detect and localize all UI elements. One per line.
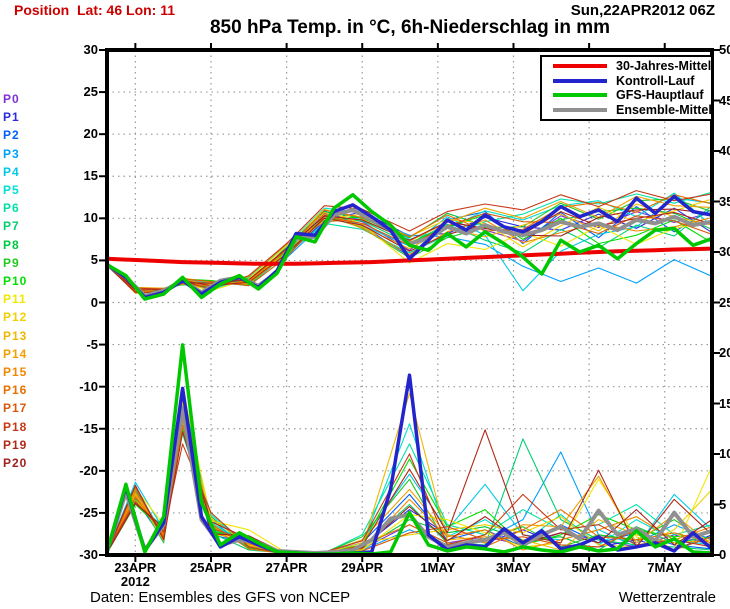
x-tick-label: 25APR <box>190 560 232 575</box>
ensemble-member-label-p20: P20 <box>3 456 28 470</box>
ensemble-member-label-p17: P17 <box>3 401 28 416</box>
y-right-tick-label: 5 <box>719 496 727 512</box>
y-right-tick-label: 45 <box>719 92 730 108</box>
x-tick-label: 27APR <box>265 560 308 575</box>
ensemble-member-label-p8: P8 <box>3 237 20 252</box>
y-left-tick-label: -15 <box>79 420 98 436</box>
legend-label: Kontroll-Lauf <box>616 73 695 88</box>
ensemble-member-label-p16: P16 <box>3 383 28 398</box>
position-label: Position Lat: 46 Lon: 11 <box>14 2 176 18</box>
y-left-tick-label: 30 <box>83 42 98 57</box>
legend-item: 30-Jahres-Mittel <box>542 59 711 73</box>
y-left-tick-label: 20 <box>83 126 98 142</box>
legend-item: Ensemble-Mittel <box>542 102 712 117</box>
chart-title: 850 hPa Temp. in °C, 6h-Niederschlag in … <box>209 17 611 38</box>
curves <box>107 190 712 555</box>
y-right-tick-label: 10 <box>719 446 730 461</box>
y-left-tick-label: 15 <box>83 168 98 184</box>
ensemble-member-label-p7: P7 <box>3 219 20 234</box>
y-left-tick-label: -25 <box>79 504 98 520</box>
series-precip-gfs-hauptlauf <box>107 343 712 555</box>
ensemble-member-label-p2: P2 <box>3 128 20 143</box>
series-temp-kontroll-lauf <box>107 194 712 300</box>
legend-item: GFS-Hauptlauf <box>542 88 711 102</box>
x-tick-label: 29APR <box>341 560 384 575</box>
legend-line-main-run <box>553 93 607 98</box>
ensemble-member-label-p9: P9 <box>3 255 20 270</box>
x-year-label: 2012 <box>120 574 150 589</box>
x-tick-label: 1MAY <box>420 560 456 575</box>
legend-box: 30-Jahres-Mittel Kontroll-Lauf GFS-Haupt… <box>540 55 713 121</box>
y-right-tick-label: 0 <box>719 547 727 562</box>
ensemble-member-label-p1: P1 <box>3 110 20 125</box>
y-left-tick-label: -10 <box>79 378 98 394</box>
y-right-tick-label: 20 <box>719 345 730 360</box>
y-left-tick-label: 5 <box>90 252 98 268</box>
x-tick-label: 5MAY <box>571 560 607 575</box>
y-right-tick-label: 35 <box>719 193 730 209</box>
ensemble-member-label-p12: P12 <box>3 310 28 325</box>
y-left-tick-label: 0 <box>90 294 98 310</box>
legend-line-ensemble-mean <box>553 107 607 112</box>
x-tick-label: 7MAY <box>647 560 683 575</box>
ensemble-member-label-p14: P14 <box>3 346 28 361</box>
legend-label: 30-Jahres-Mittel <box>616 59 712 74</box>
ensemble-member-label-p6: P6 <box>3 201 20 216</box>
y-left-tick-label: 25 <box>83 84 98 100</box>
series-precip-member-p18 <box>107 443 712 555</box>
y-right-tick-label: 30 <box>719 244 730 259</box>
ensemble-member-label-p13: P13 <box>3 328 28 343</box>
legend-line-control-run <box>553 78 607 83</box>
legend-label: Ensemble-Mittel <box>616 102 712 117</box>
y-right-tick-label: 25 <box>719 294 730 310</box>
run-datetime-label: Sun,22APR2012 06Z <box>570 2 715 19</box>
ensemble-member-label-p19: P19 <box>3 437 28 452</box>
y-right-tick-label: 50 <box>719 42 730 57</box>
y-left-tick-label: -5 <box>86 336 98 352</box>
data-source-label: Daten: Ensembles des GFS von NCEP <box>90 589 351 606</box>
y-left-tick-label: 10 <box>83 210 98 226</box>
legend-label: GFS-Hauptlauf <box>616 88 704 103</box>
plot-border <box>105 48 714 557</box>
legend-item: Kontroll-Lauf <box>542 74 711 88</box>
ensemble-member-label-p5: P5 <box>3 183 20 197</box>
y-right-tick-label: 15 <box>719 395 730 411</box>
ensemble-member-label-p4: P4 <box>3 164 20 179</box>
ensemble-member-label-p10: P10 <box>3 274 28 288</box>
brand-label: Wetterzentrale <box>618 589 716 606</box>
ensemble-member-label-p15: P15 <box>3 365 28 379</box>
x-tick-label: 3MAY <box>496 560 531 575</box>
ensemble-member-label-p0: P0 <box>3 92 20 106</box>
legend-line-climate-mean <box>553 64 607 69</box>
series-precip-kontroll-lauf <box>107 373 712 555</box>
x-tick-label: 23APR <box>114 560 157 575</box>
y-right-tick-label: 40 <box>719 143 730 158</box>
y-left-tick-label: -30 <box>79 547 98 562</box>
ensemble-member-label-p11: P11 <box>3 292 27 307</box>
y-left-tick-label: -20 <box>79 462 98 478</box>
series-temp-gfs-hauptlauf <box>107 193 712 301</box>
ensemble-member-label-p3: P3 <box>3 146 20 161</box>
ensemble-member-label-p18: P18 <box>3 419 28 434</box>
